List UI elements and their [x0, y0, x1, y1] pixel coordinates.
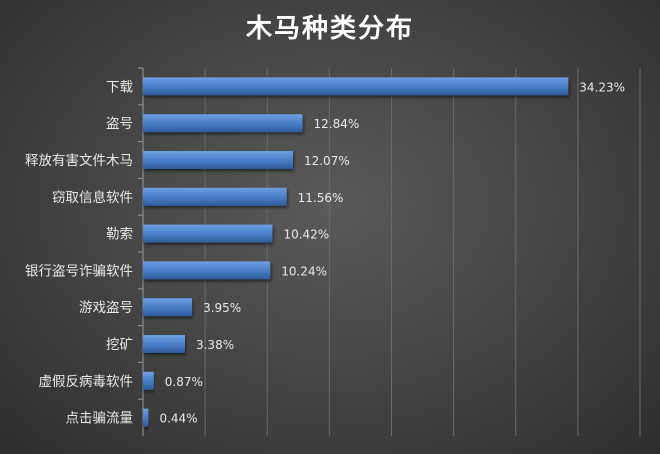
category-label: 银行盗号诈骗软件 — [25, 263, 133, 279]
data-label: 10.24% — [281, 264, 327, 278]
data-label: 3.95% — [203, 301, 241, 315]
chart-title: 木马种类分布 — [245, 14, 414, 44]
bar — [143, 114, 303, 133]
data-label: 34.23% — [579, 80, 625, 94]
category-label: 游戏盗号 — [79, 300, 133, 316]
bar — [143, 77, 569, 96]
bar — [143, 408, 149, 427]
category-label: 点击骗流量 — [66, 411, 134, 427]
category-label: 盗号 — [106, 116, 133, 132]
category-label: 挖矿 — [106, 337, 133, 353]
data-label: 11.56% — [298, 191, 344, 205]
labels: 下载 34.23% 盗号 12.84% 释放有害文件木马 12.07% 窃取信息软件 11.5… — [25, 79, 625, 426]
data-label: 3.38% — [196, 338, 234, 352]
category-label: 释放有害文件木马 — [25, 153, 133, 169]
data-label: 12.07% — [304, 154, 350, 168]
bar — [143, 371, 154, 390]
bar — [143, 151, 293, 169]
category-label: 虚假反病毒软件 — [39, 374, 134, 390]
bar — [143, 298, 193, 317]
data-label: 12.84% — [314, 117, 360, 131]
bar — [143, 335, 185, 353]
data-label: 0.87% — [165, 375, 203, 389]
bars — [143, 77, 569, 427]
bar — [143, 187, 287, 206]
bar — [143, 261, 271, 280]
category-label: 勒索 — [106, 227, 133, 243]
category-label: 下载 — [106, 79, 133, 95]
data-label: 0.44% — [159, 412, 197, 426]
category-label: 窃取信息软件 — [52, 189, 133, 206]
bar — [143, 224, 273, 243]
data-label: 10.42% — [283, 228, 329, 242]
